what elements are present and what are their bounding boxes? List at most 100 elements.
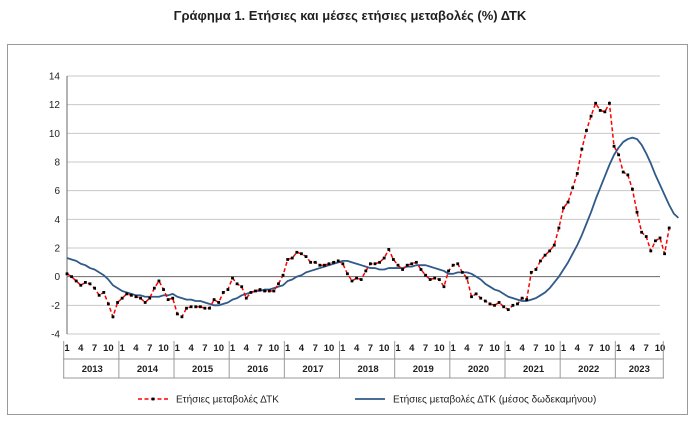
series-point <box>70 275 73 279</box>
x-year-label: 2022 <box>578 364 599 375</box>
series-point <box>534 268 538 271</box>
x-month-tick-label: 7 <box>202 343 207 354</box>
series-point <box>83 281 87 284</box>
series-point <box>488 302 492 306</box>
series-point <box>405 263 409 267</box>
series-0 <box>65 100 671 320</box>
series-point <box>387 248 391 251</box>
series-point <box>235 282 239 286</box>
legend: Ετήσιες μεταβολές ΔΤΚ Ετήσιες μεταβολές Δ… <box>138 394 596 406</box>
series-point <box>631 187 634 191</box>
series-point <box>359 278 363 281</box>
series-point <box>203 306 207 310</box>
x-year-label: 2018 <box>358 364 379 375</box>
series-point <box>437 278 441 281</box>
series-point <box>382 256 386 260</box>
x-month-tick-label: 4 <box>354 343 360 354</box>
series-point <box>286 258 290 261</box>
series-point <box>162 288 165 291</box>
series-point <box>152 286 156 290</box>
x-month-tick-label: 1 <box>395 343 401 354</box>
x-axis: 1 4 7 10 1 4 7 10 1 4 7 10 1 4 7 10 1 4 7 10 1 4 7 10 1 4 7 10 1 4 7 10… <box>63 341 665 379</box>
x-month-tick-label: 4 <box>409 343 415 354</box>
series-point <box>373 262 377 266</box>
series-point <box>617 153 621 157</box>
x-month-tick-label: 4 <box>464 343 470 354</box>
y-tick-label: 14 <box>49 72 61 83</box>
series-point <box>525 298 529 301</box>
x-year-label: 2014 <box>137 364 159 375</box>
x-month-tick-label: 10 <box>434 343 445 354</box>
series-line-average <box>66 136 680 307</box>
series-point <box>143 301 147 304</box>
series-point <box>97 293 101 297</box>
series-point <box>497 301 501 304</box>
series-point <box>589 114 593 118</box>
series-point <box>290 256 294 260</box>
series-point <box>428 278 432 281</box>
series-point <box>272 289 276 293</box>
series-point <box>102 291 106 294</box>
series-point <box>323 263 326 267</box>
x-year-label: 2017 <box>302 364 323 375</box>
x-month-tick-label: 10 <box>103 343 114 354</box>
legend-marker-annual <box>151 397 155 401</box>
series-point <box>106 302 110 306</box>
series-point <box>221 291 225 294</box>
series-point <box>254 289 257 293</box>
series-point <box>194 305 198 309</box>
series-point <box>543 253 547 257</box>
series-point <box>309 260 313 264</box>
series-point <box>396 263 400 267</box>
series-point <box>598 109 602 112</box>
series-point <box>93 286 96 290</box>
series-point <box>654 239 657 243</box>
x-year-label: 2016 <box>247 364 268 375</box>
series-point <box>640 230 644 234</box>
series-point <box>562 206 565 210</box>
series-point <box>433 276 437 280</box>
x-month-tick-label: 4 <box>575 343 581 354</box>
series-point <box>649 249 653 253</box>
series-point <box>460 270 464 274</box>
series-point <box>580 147 584 151</box>
series-point <box>116 301 119 304</box>
series-point <box>327 262 331 266</box>
series-point <box>318 263 322 267</box>
series-point <box>483 299 487 303</box>
series-point <box>74 279 78 283</box>
series-point <box>474 292 478 296</box>
series-point <box>511 303 515 307</box>
series-point <box>608 101 611 105</box>
series-point <box>217 301 221 304</box>
y-tick-label: -4 <box>51 330 60 341</box>
series-1 <box>66 136 680 307</box>
legend-label-annual: Ετήσιες μεταβολές ΔΤΚ <box>176 394 279 406</box>
series-point <box>644 235 648 238</box>
legend-item-average: Ετήσιες μεταβολές ΔΤΚ (μέσος δωδεκαμήνου… <box>355 394 596 406</box>
y-tick-label: 8 <box>54 158 60 169</box>
y-axis: 14 12 10 8 6 4 2 0 -2 -4 <box>49 72 68 341</box>
series-point <box>79 283 83 287</box>
x-year-label: 2013 <box>82 364 103 375</box>
x-month-tick-label: 4 <box>519 343 525 354</box>
y-tick-label: 10 <box>49 129 61 140</box>
series-point <box>226 288 230 291</box>
series-point <box>479 296 483 300</box>
series-point <box>166 298 170 301</box>
x-month-tick-label: 1 <box>285 343 291 354</box>
x-month-tick-label: 4 <box>244 343 250 354</box>
series-point <box>65 272 69 276</box>
x-month-tick-label: 7 <box>92 343 97 354</box>
series-point <box>419 268 423 271</box>
series-point <box>451 263 455 267</box>
chart-title: Γράφημα 1. Ετήσιες και μέσες ετήσιες μετ… <box>173 8 527 23</box>
series-point <box>548 249 552 253</box>
x-month-tick-label: 4 <box>133 343 139 354</box>
x-month-tick-label: 10 <box>489 343 500 354</box>
x-month-tick-label: 1 <box>64 343 70 354</box>
series-point <box>88 282 92 286</box>
y-tick-label: 12 <box>49 100 61 111</box>
x-year-label: 2015 <box>192 364 214 375</box>
series-point <box>134 295 138 299</box>
